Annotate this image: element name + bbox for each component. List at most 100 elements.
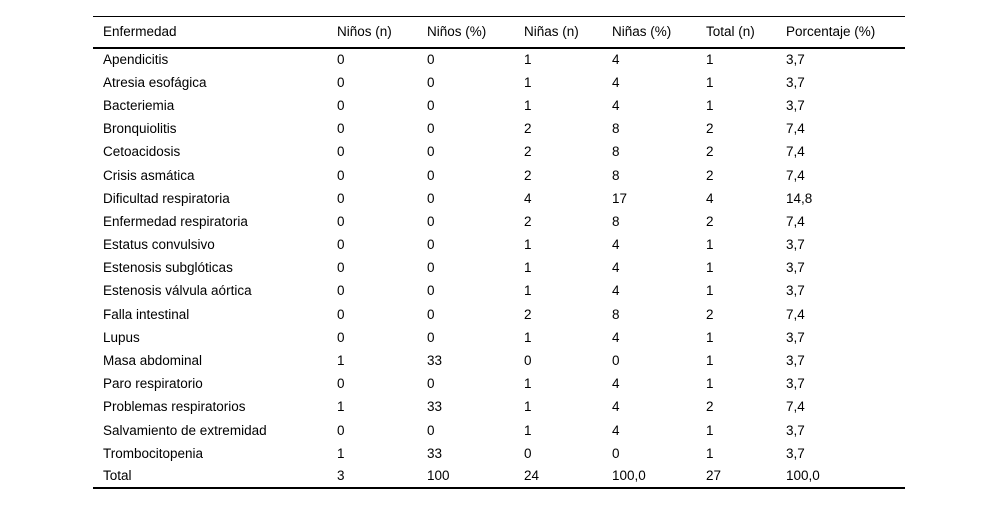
table-cell: 0 xyxy=(427,144,435,160)
table-cell: 1 xyxy=(337,399,345,415)
table-cell: 3,7 xyxy=(786,422,805,438)
table-cell: 4 xyxy=(706,190,714,206)
table-row: Cetoacidosis 0 0 2 8 2 7,4 xyxy=(93,140,905,163)
table-cell: Problemas respiratorios xyxy=(103,399,246,415)
table-cell: Lupus xyxy=(103,329,140,345)
table-cell: 2 xyxy=(706,213,714,229)
table-cell: 3,7 xyxy=(786,376,805,392)
table-cell: 2 xyxy=(706,144,714,160)
table-total-row: Total 3 100 24 100,0 27 100,0 xyxy=(93,464,905,490)
table-cell: 3,7 xyxy=(786,74,805,90)
table-cell: 7,4 xyxy=(786,121,805,137)
table-cell: 0 xyxy=(337,422,345,438)
table-cell: 100,0 xyxy=(612,464,706,490)
table-cell: 33 xyxy=(427,399,443,415)
table-cell: 1 xyxy=(706,353,714,369)
table-row: Masa abdominal 1 33 0 0 1 3,7 xyxy=(93,349,905,372)
table-cell: Cetoacidosis xyxy=(103,144,181,160)
table-cell: 4 xyxy=(612,376,620,392)
table-cell: 7,4 xyxy=(786,167,805,183)
table-cell: 33 xyxy=(427,353,443,369)
column-header-porcentaje: Porcentaje (%) xyxy=(786,16,905,49)
table-cell: 3,7 xyxy=(786,237,805,253)
table-cell: 0 xyxy=(337,167,345,183)
table-cell: 1 xyxy=(706,283,714,299)
table-row: Estatus convulsivo 0 0 1 4 1 3,7 xyxy=(93,233,905,256)
table-cell: Enfermedad respiratoria xyxy=(103,213,248,229)
table-cell: 0 xyxy=(427,213,435,229)
table-cell: Masa abdominal xyxy=(103,353,203,369)
table-cell: 0 xyxy=(427,422,435,438)
table-cell: 0 xyxy=(337,144,345,160)
table-cell: 2 xyxy=(706,167,714,183)
table-cell: 3,7 xyxy=(786,329,805,345)
table-cell: 4 xyxy=(612,52,620,68)
table-cell: 7,4 xyxy=(786,213,805,229)
table-cell: 1 xyxy=(706,445,714,461)
table-cell: 0 xyxy=(524,353,532,369)
table-cell: Paro respiratorio xyxy=(103,376,203,392)
table-cell: 1 xyxy=(706,237,714,253)
table-cell: 4 xyxy=(612,329,620,345)
table-cell: 0 xyxy=(337,283,345,299)
table-cell: 2 xyxy=(524,213,532,229)
table-cell: 33 xyxy=(427,445,443,461)
column-header-total-n: Total (n) xyxy=(706,16,786,49)
table-cell: 8 xyxy=(612,213,620,229)
table-cell: 0 xyxy=(337,97,345,113)
table-cell: 0 xyxy=(427,190,435,206)
table-cell: 1 xyxy=(706,376,714,392)
table-cell: 0 xyxy=(337,237,345,253)
table-cell: 1 xyxy=(706,52,714,68)
column-header-ninas-n: Niñas (n) xyxy=(524,16,612,49)
table-row: Enfermedad respiratoria 0 0 2 8 2 7,4 xyxy=(93,210,905,233)
table-cell: 0 xyxy=(337,329,345,345)
table-cell: 1 xyxy=(524,97,532,113)
table-row: Apendicitis 0 0 1 4 1 3,7 xyxy=(93,48,905,71)
table-cell: 4 xyxy=(612,399,620,415)
table-cell: 4 xyxy=(612,74,620,90)
table-cell: 1 xyxy=(706,260,714,276)
table-cell: 1 xyxy=(706,422,714,438)
table-cell: 24 xyxy=(524,464,612,490)
table-cell: 2 xyxy=(706,121,714,137)
table-cell: 0 xyxy=(337,306,345,322)
table-cell: 0 xyxy=(337,121,345,137)
table-row: Estenosis subglóticas 0 0 1 4 1 3,7 xyxy=(93,256,905,279)
table-cell: 17 xyxy=(612,190,628,206)
table-cell: 1 xyxy=(524,329,532,345)
table-cell: 1 xyxy=(524,237,532,253)
table-cell: 3,7 xyxy=(786,260,805,276)
table-cell: 14,8 xyxy=(786,190,813,206)
table-row: Lupus 0 0 1 4 1 3,7 xyxy=(93,326,905,349)
table-cell: Apendicitis xyxy=(103,52,169,68)
table-cell: 1 xyxy=(524,74,532,90)
table-cell: 7,4 xyxy=(786,399,805,415)
table-cell: Crisis asmática xyxy=(103,167,195,183)
table-cell: 7,4 xyxy=(786,144,805,160)
table-cell: 1 xyxy=(524,422,532,438)
table-cell: Bacteriemia xyxy=(103,97,175,113)
table-cell: 1 xyxy=(524,52,532,68)
table-cell: 4 xyxy=(612,422,620,438)
table-cell: Salvamiento de extremidad xyxy=(103,422,267,438)
table-cell: 2 xyxy=(524,167,532,183)
table-cell: 0 xyxy=(427,121,435,137)
table-row: Trombocitopenia 1 33 0 0 1 3,7 xyxy=(93,442,905,465)
table-cell: Estatus convulsivo xyxy=(103,237,215,253)
table-cell: 2 xyxy=(524,121,532,137)
table-cell: 4 xyxy=(524,190,532,206)
table-cell: 4 xyxy=(612,237,620,253)
table-cell: 8 xyxy=(612,144,620,160)
table-cell: 100,0 xyxy=(786,464,905,490)
table-cell: 8 xyxy=(612,167,620,183)
table-cell: 1 xyxy=(524,283,532,299)
table-cell: 100 xyxy=(427,464,524,490)
column-header-ninos-pct: Niños (%) xyxy=(427,16,524,49)
column-header-ninas-pct: Niñas (%) xyxy=(612,16,706,49)
table-cell: Atresia esofágica xyxy=(103,74,207,90)
table-row: Bacteriemia 0 0 1 4 1 3,7 xyxy=(93,94,905,117)
table-cell: 0 xyxy=(427,74,435,90)
table-cell: 0 xyxy=(337,260,345,276)
